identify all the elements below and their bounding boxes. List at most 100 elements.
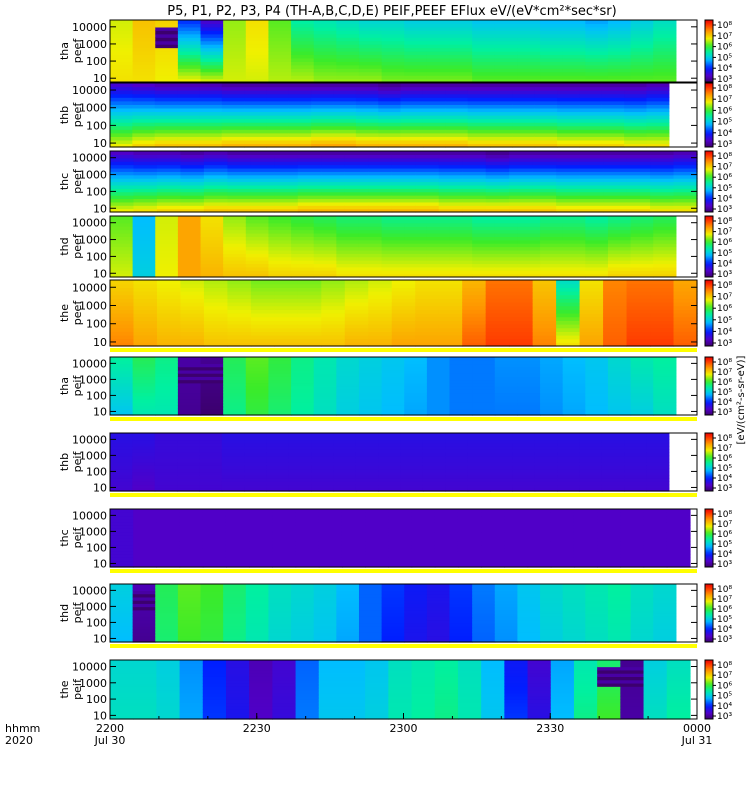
cell [620,509,645,513]
cell [249,550,273,555]
cell [585,270,609,275]
cell [643,531,668,536]
cell [355,104,379,109]
cell [445,458,469,463]
cell [110,64,134,69]
cell [381,236,405,241]
cell [391,208,416,213]
cell [415,161,440,166]
cell [534,468,558,473]
cell [155,369,179,374]
cell [344,280,369,285]
cell [266,97,290,102]
cell [449,590,473,595]
cell [653,229,677,234]
cell [603,294,628,299]
cell [336,273,360,278]
cell [626,171,651,176]
cell [110,256,134,261]
cell [550,673,575,677]
cell [585,23,609,28]
cell [426,226,451,231]
cell [603,178,628,183]
cell [132,411,156,416]
cell [341,560,366,565]
cell [321,313,346,318]
cell [336,363,360,368]
cell [344,167,369,172]
cell [200,20,224,25]
cell [540,584,564,588]
cell [313,20,337,25]
cell [221,445,245,450]
cell [311,484,335,489]
cell [673,280,698,285]
cell [438,320,463,325]
cell [434,515,459,520]
cell [288,458,312,463]
cell [132,37,156,42]
cell [368,167,393,172]
cell [415,164,440,169]
cell [603,195,628,200]
cell [313,366,337,371]
cell [404,229,428,234]
cell [225,531,250,536]
cell [156,547,181,552]
cell [110,593,134,598]
cell [527,509,552,513]
cell [200,270,224,275]
cell [291,382,315,387]
cell [512,125,536,130]
cell [426,587,451,592]
cell [534,125,558,130]
cell [573,666,598,671]
cell [579,154,604,159]
cell [177,256,202,261]
cell [457,554,482,558]
cell [381,260,405,265]
cell [381,78,405,83]
cell [434,696,459,700]
cell [556,205,581,210]
cell [620,709,645,714]
cell [434,712,459,717]
cell [626,161,651,166]
cell [534,90,558,95]
cell [133,525,157,529]
cell [132,363,156,368]
cell [646,107,670,113]
cell [133,563,157,568]
cell [199,481,223,486]
cell [155,273,179,278]
cell [245,392,270,397]
cell [490,471,513,476]
y-tick-label: 100 [86,318,107,331]
cell [490,478,513,482]
cell [365,705,389,710]
cell [244,458,268,463]
cell [266,449,290,453]
cell [221,107,245,113]
cell [311,83,335,88]
cell [415,309,440,314]
cell [203,298,228,303]
cell [223,256,247,261]
cell [517,30,541,35]
cell [288,487,312,492]
cell [579,455,603,460]
cell [154,129,178,134]
cell [630,398,654,403]
cell [378,136,402,141]
cell [666,560,691,565]
cell [177,481,201,486]
cell [573,709,598,714]
cell [449,266,473,271]
cell [245,216,270,220]
cell [154,468,178,473]
cell [666,515,691,520]
cell [457,560,482,565]
cell [573,702,598,707]
cell [132,78,156,83]
